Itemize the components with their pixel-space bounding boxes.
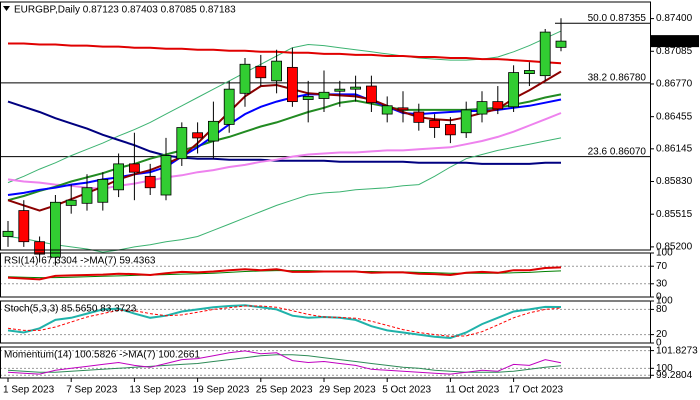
candle-body — [508, 72, 520, 108]
y-tick-label: 0 — [656, 292, 662, 303]
title-icon — [3, 6, 10, 11]
candle-body — [539, 31, 551, 77]
y-tick-label: 101.8273 — [656, 345, 698, 356]
level-label: 23.6 0.86070 — [588, 146, 647, 157]
series-line — [7, 350, 562, 375]
candle-body — [97, 179, 109, 203]
candle-body — [34, 241, 45, 255]
x-tick-label: 17 Oct 2023 — [509, 385, 564, 396]
series-line — [8, 42, 562, 65]
y-tick-label: 20 — [656, 329, 668, 340]
last-price-box — [651, 35, 699, 48]
candle-body — [160, 155, 172, 196]
candle-body — [460, 109, 472, 134]
y-tick-label: 100 — [656, 363, 673, 374]
y-tick-label: 0.86145 — [656, 143, 693, 154]
x-tick-label: 13 Sep 2023 — [129, 385, 186, 396]
x-tick-label: 25 Sep 2023 — [256, 385, 313, 396]
y-tick-label: 80 — [656, 304, 668, 315]
y-tick-label: 0 — [656, 338, 662, 349]
candle-body — [2, 230, 14, 237]
candle-body — [144, 175, 156, 189]
candle-body — [176, 127, 188, 160]
candle-body — [128, 163, 140, 173]
y-tick-label: 99.2804 — [656, 370, 693, 381]
panel: 100 70 30 0 RSI(14) 67.3304 ->MA(7) 59.4363 — [0, 248, 673, 303]
candle-body — [524, 70, 535, 74]
candle-body — [334, 88, 346, 92]
candle-body — [255, 65, 267, 79]
y-tick-label: 70 — [656, 261, 668, 272]
series-line — [7, 266, 562, 281]
level-label: 50.0 0.87355 — [588, 13, 647, 24]
candle-body — [492, 101, 504, 110]
y-tick-label: 0.85515 — [656, 209, 693, 220]
y-tick-label: 100 — [656, 296, 673, 307]
x-tick-label: 7 Sep 2023 — [66, 385, 118, 396]
candle-body — [207, 120, 219, 142]
series-line — [7, 304, 562, 340]
x-tick-label: 29 Sep 2023 — [319, 385, 376, 396]
candle-body — [302, 96, 314, 100]
x-tick-label: 5 Oct 2023 — [382, 385, 431, 396]
candle-body — [223, 88, 235, 125]
y-tick-label: 0.86455 — [656, 111, 693, 122]
panel-frame — [0, 1, 651, 251]
x-tick-label: 11 Oct 2023 — [445, 385, 499, 396]
candle-body — [350, 86, 362, 90]
candle-body — [413, 111, 425, 123]
y-tick-label: 0.85200 — [656, 242, 693, 253]
candle-body — [555, 40, 567, 48]
candle-body — [192, 132, 204, 139]
panel: 0.87400 0.87085 0.86770 0.86455 0.86145 0.858… — [0, 1, 699, 266]
level-label: 38.2 0.86780 — [588, 73, 647, 84]
y-tick-label: 100 — [656, 248, 673, 259]
y-tick-label: 0.87400 — [656, 13, 693, 24]
candle-body — [318, 91, 330, 99]
panel-title: EURGBP,Daily 0.87123 0.87403 0.87085 0.8… — [14, 5, 236, 16]
panel-title: RSI(14) 67.3304 ->MA(7) 59.4363 — [4, 256, 156, 267]
candle-body — [50, 201, 61, 258]
candle-body — [444, 124, 456, 136]
panel-frame — [0, 300, 651, 344]
y-tick-label: 30 — [656, 278, 668, 289]
panel-frame — [0, 252, 651, 298]
last-price-label: 0.87183 — [656, 36, 693, 47]
series-line — [7, 305, 562, 337]
candle-body — [271, 60, 283, 82]
candle-body — [365, 85, 377, 104]
x-tick-label: 1 Sep 2023 — [3, 385, 55, 396]
candle-body — [286, 66, 298, 103]
series-line — [7, 100, 561, 165]
candle-body — [65, 199, 77, 206]
x-tick-label: 19 Sep 2023 — [193, 385, 250, 396]
candle-body — [429, 119, 441, 128]
panel-title: Momentum(14) 100.5826 ->MA(7) 100.2661 — [4, 350, 200, 361]
candle-body — [476, 101, 488, 115]
panel-title: Stoch(5,3,3) 85.5650 83.3723 — [4, 304, 137, 315]
y-tick-label: 0.87085 — [656, 46, 693, 57]
candle-body — [81, 187, 93, 204]
y-tick-label: 0.86770 — [656, 79, 693, 90]
candle-body — [113, 163, 124, 191]
y-tick-label: 0.85830 — [656, 176, 693, 187]
candle-body — [397, 107, 409, 111]
candle-body — [18, 210, 30, 243]
series-line — [7, 137, 562, 253]
candle-body — [381, 105, 393, 115]
candle-body — [239, 63, 251, 94]
panel-frame — [0, 346, 651, 379]
